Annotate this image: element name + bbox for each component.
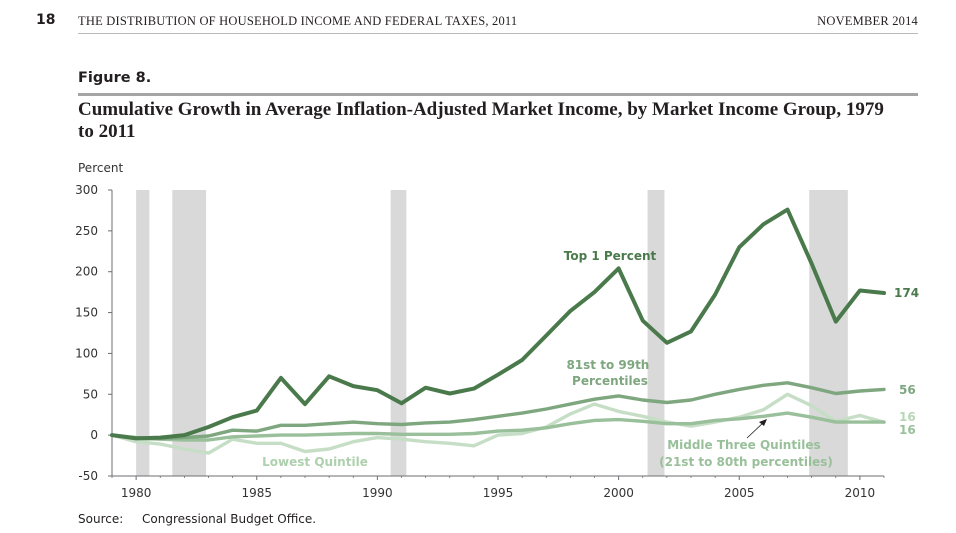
label-lowest: Lowest Quintile [262, 455, 368, 469]
x-tick-label: 2010 [845, 486, 876, 500]
y-tick-label: 300 [75, 183, 98, 197]
y-tick-label: -50 [78, 469, 98, 483]
running-header-date: NOVEMBER 2014 [817, 14, 918, 28]
y-tick-label: 250 [75, 224, 98, 238]
figure-title-rule [78, 93, 918, 96]
series-labels: Top 1 Percent 81st to 99th Percentiles M… [262, 249, 919, 469]
y-tick-label: 100 [75, 346, 98, 360]
source-label: Source: [78, 512, 124, 526]
x-tick-label: 1995 [483, 486, 514, 500]
y-tick-label: 0 [90, 428, 98, 442]
running-header-title: THE DISTRIBUTION OF HOUSEHOLD INCOME AND… [78, 14, 518, 28]
recession-shading-group [136, 190, 848, 476]
y-axis-unit-label: Percent [78, 161, 124, 175]
series-lines [110, 207, 886, 455]
y-tick-label: 150 [75, 306, 98, 320]
end-value-middle: 16 [899, 423, 916, 437]
header-divider [78, 33, 918, 34]
series-line-middle [110, 411, 886, 442]
label-p81-99: 81st to 99th Percentiles [566, 358, 653, 388]
figure-label: Figure 8. [78, 70, 152, 86]
label-middle-pointer-head [759, 419, 767, 426]
end-value-top1: 174 [894, 286, 919, 300]
x-tick-label: 1990 [362, 486, 393, 500]
x-tick-label: 1980 [121, 486, 152, 500]
end-value-lowest: 16 [899, 410, 916, 424]
page-number: 18 [36, 12, 56, 28]
source-note: Source: Congressional Budget Office. [78, 512, 316, 526]
recession-band-1 [136, 190, 150, 476]
figure-title: Cumulative Growth in Average Inflation-A… [78, 99, 884, 142]
x-tick-label: 2000 [603, 486, 634, 500]
y-tick-label: 50 [83, 387, 98, 401]
end-value-p81-99: 56 [899, 383, 916, 397]
label-middle: Middle Three Quintiles (21st to 80th per… [659, 438, 833, 469]
series-line-p81-99 [110, 381, 886, 441]
chart-axes: -50 0 50 100 150 200 250 300 1980 1985 1990 1995 200… [75, 183, 885, 500]
x-tick-label: 2005 [724, 486, 755, 500]
recession-band-5 [809, 190, 848, 476]
series-line-top1 [110, 207, 886, 441]
series-line-lowest [110, 392, 886, 455]
label-top1: Top 1 Percent [564, 249, 657, 263]
x-tick-label: 1985 [241, 486, 272, 500]
source-text: Congressional Budget Office. [142, 512, 317, 526]
y-tick-label: 200 [75, 265, 98, 279]
